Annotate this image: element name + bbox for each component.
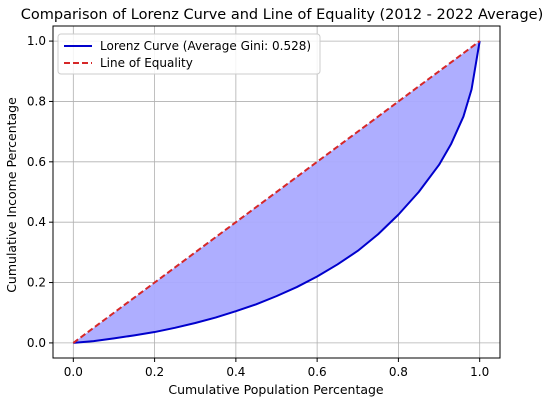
chart-title: Comparison of Lorenz Curve and Line of E…: [21, 7, 543, 23]
x-tick-label: 0.6: [308, 365, 327, 379]
legend-box: [57, 33, 321, 75]
x-tick-label: 0.4: [226, 365, 245, 379]
y-tick-label: 1.0: [27, 34, 46, 48]
y-axis-label: Cumulative Income Percentage: [4, 97, 19, 293]
y-tick-label: 0.8: [27, 94, 46, 108]
x-tick-label: 0.2: [145, 365, 164, 379]
y-axis-ticks: 0.0 0.2 0.4 0.6 0.8 1.0: [27, 34, 53, 350]
x-tick-label: 1.0: [470, 365, 489, 379]
legend-label-equality: Line of Equality: [100, 56, 193, 70]
y-tick-label: 0.4: [27, 215, 46, 229]
lorenz-curve-line: [73, 40, 481, 344]
line-of-equality: [72, 40, 481, 344]
legend: Lorenz Curve (Average Gini: 0.528) Line …: [57, 33, 321, 75]
plot-area-frame: [52, 25, 501, 359]
x-tick-label: 0.0: [64, 365, 83, 379]
x-tick-label: 0.8: [389, 365, 408, 379]
x-axis-ticks: 0.0 0.2 0.4 0.6 0.8 1.0: [64, 358, 489, 379]
y-tick-label: 0.0: [27, 336, 46, 350]
series-lines: [72, 40, 481, 344]
y-tick-label: 0.6: [27, 155, 46, 169]
x-axis-label: Cumulative Population Percentage: [168, 382, 384, 397]
y-tick-label: 0.2: [27, 276, 46, 290]
legend-label-lorenz: Lorenz Curve (Average Gini: 0.528): [100, 39, 311, 53]
